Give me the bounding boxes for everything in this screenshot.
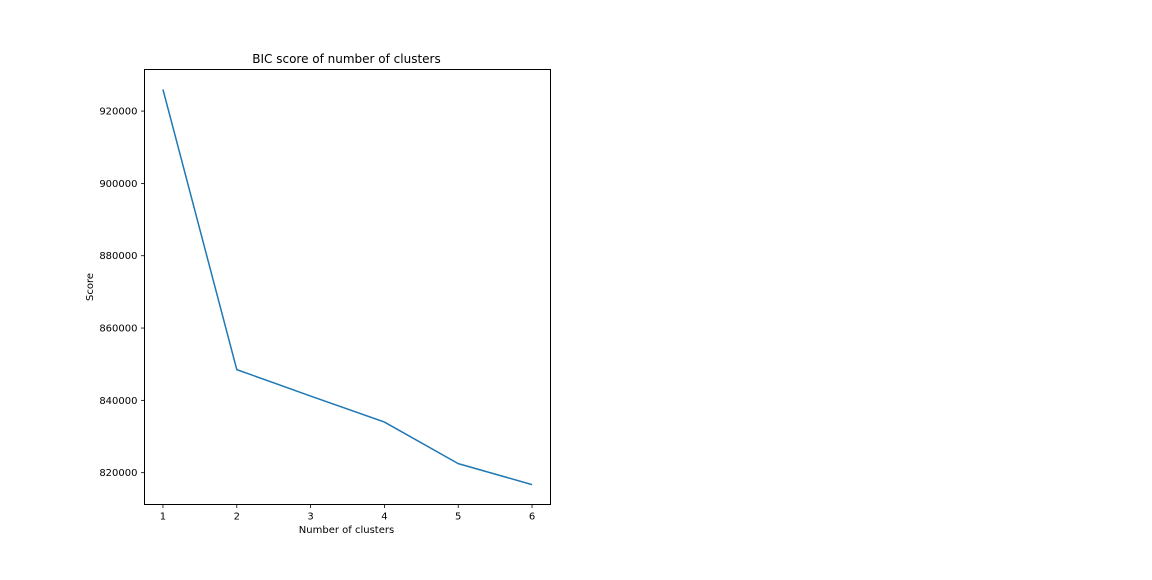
x-tick-label: 4 <box>381 512 387 523</box>
plot-area <box>162 89 533 486</box>
y-tick-label: 860000 <box>99 324 137 335</box>
y-tick-label: 920000 <box>99 107 137 118</box>
x-axis: 1 2 3 4 5 6 <box>160 504 535 523</box>
y-axis-label: Score <box>85 273 96 301</box>
y-tick-label: 880000 <box>99 251 137 262</box>
series-line-0 <box>162 89 533 486</box>
x-tick-label: 2 <box>234 512 240 523</box>
y-tick-label: 820000 <box>99 468 137 479</box>
x-tick-label: 3 <box>307 512 313 523</box>
x-tick-label: 1 <box>160 512 166 523</box>
chart-title: BIC score of number of clusters <box>252 52 441 66</box>
y-tick-label: 900000 <box>99 179 137 190</box>
y-axis: 820000 840000 860000 880000 900000 920000 <box>99 107 145 479</box>
x-tick-label: 5 <box>455 512 461 523</box>
x-axis-label: Number of clusters <box>299 525 394 536</box>
y-tick-label: 840000 <box>99 396 137 407</box>
x-tick-label: 6 <box>529 512 535 523</box>
axes-frame <box>144 69 551 505</box>
